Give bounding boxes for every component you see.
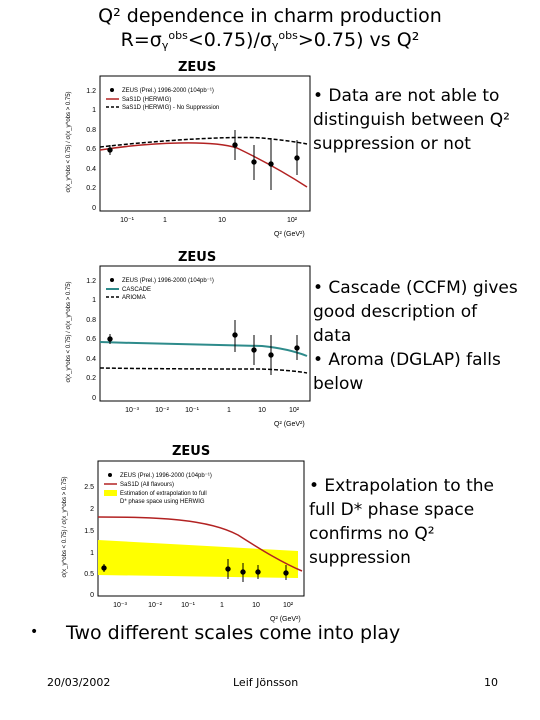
main-bullet: • bbox=[30, 624, 39, 640]
svg-text:ZEUS (Prel.) 1996-2000 (104pb⁻: ZEUS (Prel.) 1996-2000 (104pb⁻¹) bbox=[122, 88, 214, 94]
svg-text:1: 1 bbox=[163, 217, 167, 224]
legend-1: ZEUS (Prel.) 1996-2000 (104pb⁻¹) SaS1D (… bbox=[106, 88, 219, 111]
svg-text:0.8: 0.8 bbox=[86, 127, 96, 134]
svg-text:ZEUS (Prel.) 1996-2000 (104pb⁻: ZEUS (Prel.) 1996-2000 (104pb⁻¹) bbox=[120, 473, 212, 479]
sas1d-curve-3 bbox=[97, 516, 303, 572]
zeus-label-2: ZEUS bbox=[178, 250, 217, 265]
data-points-3 bbox=[101, 559, 289, 582]
sas1d-curve-1 bbox=[99, 142, 308, 188]
plot-panel-2: 1.2 1 0.8 0.6 0.4 0.2 0 σ(x_γ^obs < 0.75… bbox=[66, 265, 311, 428]
svg-text:1.5: 1.5 bbox=[84, 528, 94, 535]
svg-text:0.6: 0.6 bbox=[86, 336, 96, 343]
footer-page-number: 10 bbox=[484, 676, 498, 689]
svg-text:10: 10 bbox=[252, 602, 260, 609]
y-tick-labels-3: 2.5 2 1.5 1 0.5 0 bbox=[84, 484, 94, 599]
note-panel-1: • Data are not able to distinguish betwe… bbox=[313, 86, 510, 154]
x-tick-labels-2: 10⁻³ 10⁻² 10⁻¹ 1 10 10² bbox=[125, 407, 300, 414]
svg-text:2: 2 bbox=[90, 506, 94, 513]
x-tick-labels-1: 10⁻¹ 1 10 10² bbox=[120, 217, 298, 224]
legend-3: ZEUS (Prel.) 1996-2000 (104pb⁻¹) SaS1D (… bbox=[104, 473, 212, 505]
extrapolation-band-3 bbox=[98, 540, 298, 578]
svg-text:0: 0 bbox=[90, 592, 94, 599]
plot-frame-2 bbox=[99, 265, 311, 402]
svg-text:1.2: 1.2 bbox=[86, 278, 96, 285]
svg-text:10⁻¹: 10⁻¹ bbox=[120, 217, 134, 224]
zeus-label-1: ZEUS bbox=[178, 60, 217, 75]
svg-text:D* phase space using HERWIG: D* phase space using HERWIG bbox=[120, 499, 205, 505]
svg-text:SaS1D (All flavours): SaS1D (All flavours) bbox=[120, 482, 174, 488]
svg-text:0.2: 0.2 bbox=[86, 185, 96, 192]
svg-text:SaS1D (HERWIG) - No Suppressio: SaS1D (HERWIG) - No Suppression bbox=[122, 105, 219, 111]
footer-date: 20/03/2002 bbox=[47, 676, 111, 689]
no-suppression-curve-1 bbox=[99, 136, 308, 148]
svg-text:1: 1 bbox=[227, 407, 231, 414]
svg-text:10⁻²: 10⁻² bbox=[148, 602, 162, 609]
svg-text:0: 0 bbox=[92, 205, 96, 212]
y-tick-labels-2: 1.2 1 0.8 0.6 0.4 0.2 0 bbox=[86, 278, 96, 402]
svg-text:1: 1 bbox=[92, 297, 96, 304]
x-axis-label-2: Q² (GeV²) bbox=[274, 421, 305, 428]
svg-text:CASCADE: CASCADE bbox=[122, 287, 151, 293]
svg-text:ARIOMA: ARIOMA bbox=[122, 295, 146, 301]
svg-text:10⁻³: 10⁻³ bbox=[125, 407, 139, 414]
svg-text:0.4: 0.4 bbox=[86, 356, 96, 363]
svg-text:10: 10 bbox=[218, 217, 226, 224]
svg-text:0.6: 0.6 bbox=[86, 146, 96, 153]
y-axis-label-1: σ(x_γ^obs < 0.75) / σ(x_γ^obs > 0.75) bbox=[66, 91, 72, 192]
svg-text:1: 1 bbox=[92, 107, 96, 114]
svg-text:Estimation of extrapolation to: Estimation of extrapolation to full bbox=[120, 491, 207, 497]
zeus-label-3: ZEUS bbox=[172, 444, 211, 459]
plot-frame-3 bbox=[97, 460, 305, 597]
x-tick-labels-3: 10⁻³ 10⁻² 10⁻¹ 1 10 10² bbox=[113, 602, 294, 609]
plot-panel-1: 1.2 1 0.8 0.6 0.4 0.2 0 σ(x_γ^obs < 0.75… bbox=[66, 75, 311, 238]
y-axis-label-2: σ(x_γ^obs < 0.75) / σ(x_γ^obs > 0.75) bbox=[66, 281, 72, 382]
plot-frame-1 bbox=[99, 75, 311, 212]
slide-title-line1: Q² dependence in charm production bbox=[98, 5, 442, 27]
cascade-curve-2 bbox=[99, 341, 308, 357]
svg-text:10²: 10² bbox=[287, 217, 298, 224]
svg-text:SaS1D (HERWIG): SaS1D (HERWIG) bbox=[122, 97, 171, 103]
data-points-1 bbox=[107, 130, 300, 190]
x-axis-label-3: Q² (GeV²) bbox=[270, 616, 301, 623]
data-points-2 bbox=[107, 320, 300, 375]
svg-text:1: 1 bbox=[220, 602, 224, 609]
svg-text:10²: 10² bbox=[283, 602, 294, 609]
footer-author: Leif Jönsson bbox=[233, 676, 299, 689]
plot-panel-3: 2.5 2 1.5 1 0.5 0 σ(x_γ^obs < 0.75) / σ(… bbox=[62, 460, 305, 623]
svg-text:10⁻²: 10⁻² bbox=[155, 407, 169, 414]
svg-text:10⁻³: 10⁻³ bbox=[113, 602, 127, 609]
note-panel-3: • Extrapolation to the full D* phase spa… bbox=[309, 476, 494, 568]
svg-text:0.4: 0.4 bbox=[86, 166, 96, 173]
main-statement: Two different scales come into play bbox=[66, 622, 401, 644]
note-panel-2: • Cascade (CCFM) gives good description … bbox=[313, 278, 518, 394]
svg-text:1.2: 1.2 bbox=[86, 88, 96, 95]
y-tick-labels-1: 1.2 1 0.8 0.6 0.4 0.2 0 bbox=[86, 88, 96, 212]
svg-text:1: 1 bbox=[90, 550, 94, 557]
svg-text:10: 10 bbox=[258, 407, 266, 414]
svg-text:0.2: 0.2 bbox=[86, 375, 96, 382]
svg-text:0.5: 0.5 bbox=[84, 571, 94, 578]
y-axis-label-3: σ(x_γ^obs < 0.75) / σ(x_γ^obs > 0.75) bbox=[62, 476, 68, 577]
slide-title-line2: R=σγobs<0.75)/σγobs>0.75) vs Q² bbox=[120, 29, 420, 52]
svg-text:0.8: 0.8 bbox=[86, 317, 96, 324]
svg-text:10²: 10² bbox=[289, 407, 300, 414]
legend-2: ZEUS (Prel.) 1996-2000 (104pb⁻¹) CASCADE… bbox=[106, 278, 214, 301]
svg-text:0: 0 bbox=[92, 395, 96, 402]
svg-text:10⁻¹: 10⁻¹ bbox=[181, 602, 195, 609]
svg-text:2.5: 2.5 bbox=[84, 484, 94, 491]
aroma-curve-2 bbox=[99, 367, 308, 374]
svg-text:ZEUS (Prel.) 1996-2000 (104pb⁻: ZEUS (Prel.) 1996-2000 (104pb⁻¹) bbox=[122, 278, 214, 284]
x-axis-label-1: Q² (GeV²) bbox=[274, 231, 305, 238]
svg-text:10⁻¹: 10⁻¹ bbox=[185, 407, 199, 414]
